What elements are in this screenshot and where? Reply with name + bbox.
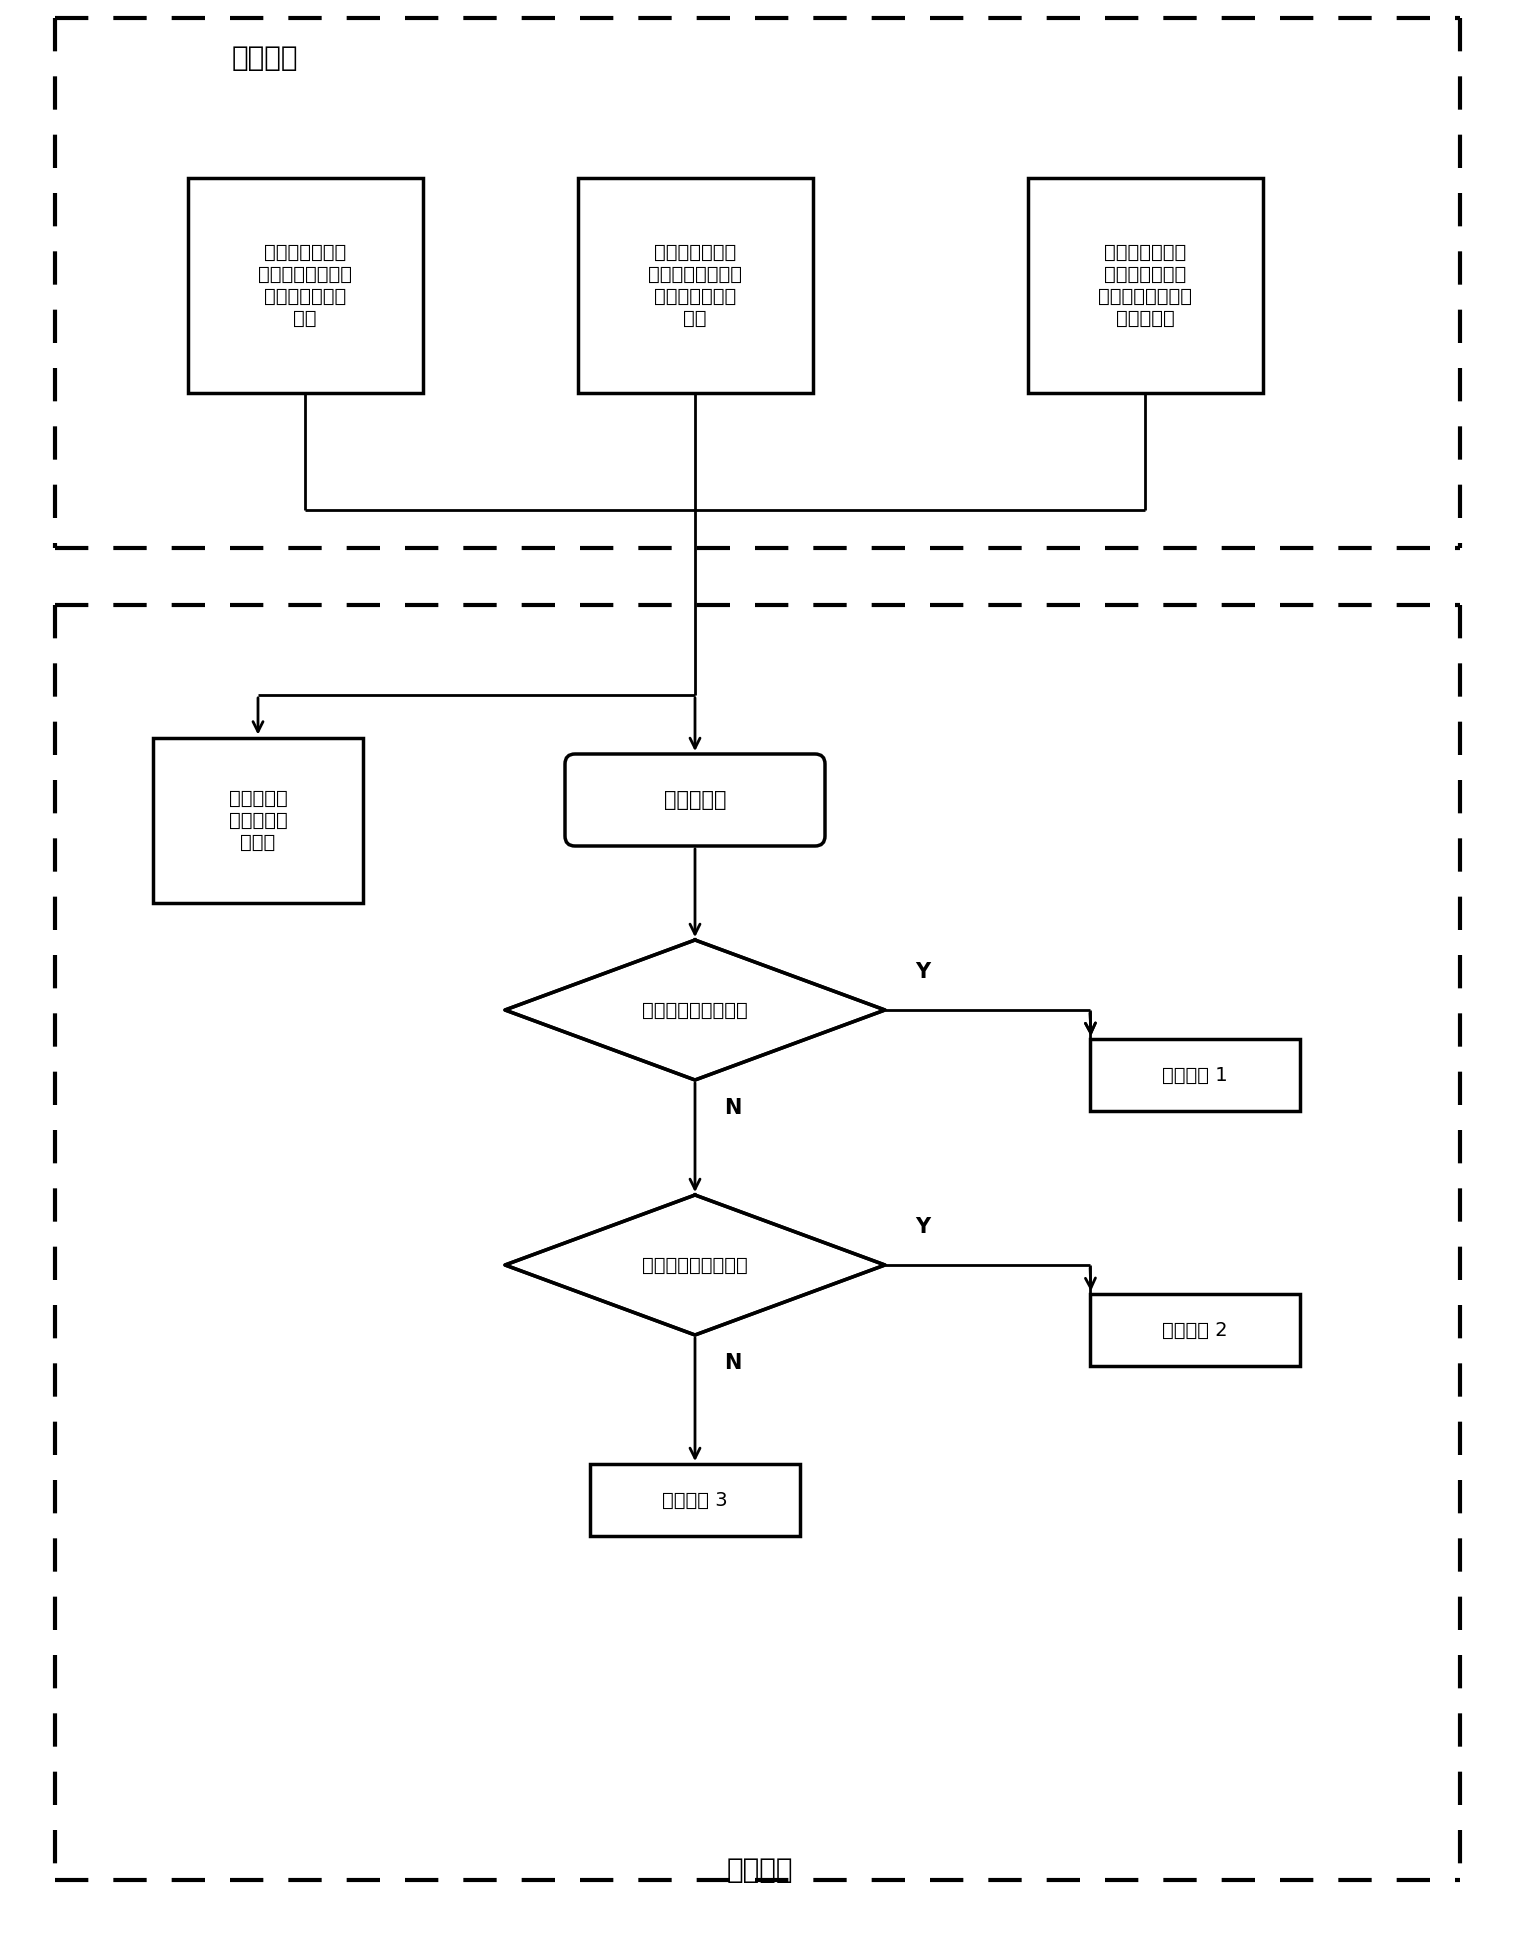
- Text: 监控人员通过预
置位调用单元，调
用一个目标的预
置位: 监控人员通过预 置位调用单元，调 用一个目标的预 置位: [648, 242, 742, 328]
- Text: 触发中断 3: 触发中断 3: [663, 1491, 728, 1509]
- Text: 监控人员通过预
置位设置单元，设
置一个目标的预
置位: 监控人员通过预 置位设置单元，设 置一个目标的预 置位: [258, 242, 353, 328]
- Text: 是设置预置位代码？: 是设置预置位代码？: [641, 1001, 748, 1020]
- Text: Y: Y: [915, 962, 930, 981]
- FancyBboxPatch shape: [565, 754, 825, 845]
- Bar: [187, 178, 423, 392]
- Bar: [1090, 1293, 1300, 1365]
- Text: 是调用预置位代码？: 是调用预置位代码？: [641, 1255, 748, 1274]
- Bar: [154, 737, 363, 902]
- Text: 触发中断 2: 触发中断 2: [1163, 1320, 1228, 1340]
- Text: N: N: [725, 1097, 742, 1119]
- Text: 具有预置位
控制功能的
摄像机: 具有预置位 控制功能的 摄像机: [228, 789, 287, 851]
- Text: 监控中心: 监控中心: [231, 45, 298, 72]
- Bar: [590, 1464, 800, 1536]
- Bar: [1090, 1039, 1300, 1111]
- Polygon shape: [505, 1194, 885, 1334]
- Text: 解码器单元: 解码器单元: [664, 789, 727, 811]
- Text: 触发中断 1: 触发中断 1: [1163, 1066, 1228, 1084]
- Bar: [1028, 178, 1263, 392]
- Text: 监控人员通过云
台镜头控制单元
使摄像机旋转、镜
头焦距变化: 监控人员通过云 台镜头控制单元 使摄像机旋转、镜 头焦距变化: [1097, 242, 1192, 328]
- Text: N: N: [725, 1353, 742, 1373]
- Polygon shape: [505, 940, 885, 1080]
- Text: 路口终端: 路口终端: [727, 1856, 793, 1885]
- Bar: [578, 178, 813, 392]
- Text: Y: Y: [915, 1218, 930, 1237]
